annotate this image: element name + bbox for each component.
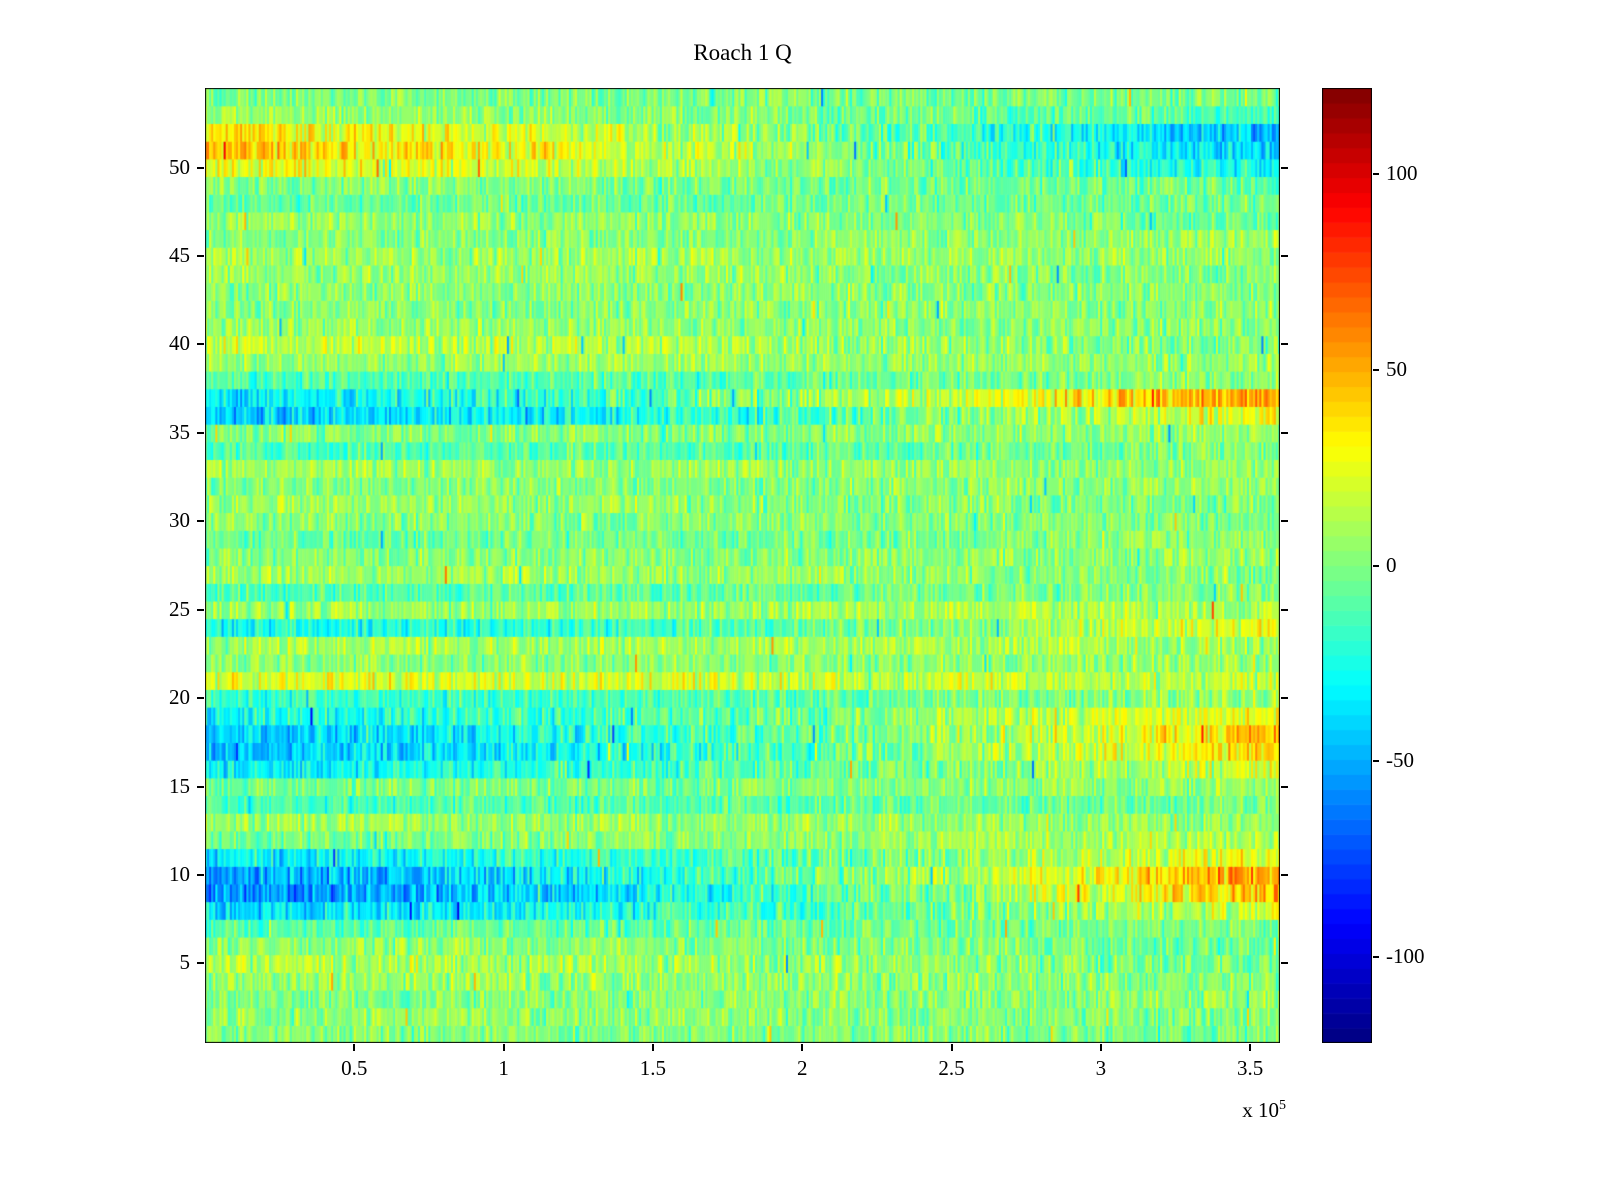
y-tick-mark-right <box>1281 343 1288 346</box>
colorbar-tick-label: -100 <box>1386 943 1425 968</box>
x-tick-mark <box>1249 1044 1252 1051</box>
y-tick-mark <box>197 962 204 965</box>
x-tick-mark <box>801 1044 804 1051</box>
x-tick-label: 2.5 <box>938 1056 965 1080</box>
x-tick-label: 3 <box>1095 1056 1107 1080</box>
x-tick-mark <box>950 1044 953 1051</box>
x-tick-label: 2 <box>796 1056 808 1080</box>
colorbar-canvas <box>1322 88 1372 1043</box>
y-tick-label: 20 <box>169 685 190 710</box>
y-tick-mark <box>197 520 204 523</box>
y-tick-mark <box>197 255 204 257</box>
x-tick-mark <box>651 1044 654 1051</box>
y-tick-mark <box>197 431 204 434</box>
x-axis-exponent-power: 5 <box>1279 1098 1286 1113</box>
y-tick-label: 10 <box>169 861 190 886</box>
x-tick-label: 3.5 <box>1237 1056 1264 1080</box>
y-tick-label: 15 <box>169 773 190 798</box>
chart-title: Roach 1 Q <box>693 40 792 65</box>
y-tick-mark-right <box>1281 166 1288 169</box>
y-tick-label: 25 <box>169 596 190 621</box>
x-tick-label: 1 <box>498 1056 509 1080</box>
y-tick-mark <box>197 608 204 611</box>
y-tick-mark-right <box>1281 785 1288 788</box>
y-tick-mark <box>197 873 204 876</box>
y-tick-label: 45 <box>169 243 190 267</box>
colorbar-tick-label: 0 <box>1386 552 1397 577</box>
heatmap-canvas <box>205 88 1280 1043</box>
x-tick-mark <box>1099 1044 1102 1051</box>
colorbar-tick-mark <box>1373 955 1379 958</box>
y-tick-mark-right <box>1281 431 1288 434</box>
colorbar-tick-label: 100 <box>1386 161 1418 186</box>
y-tick-mark <box>197 166 204 169</box>
x-axis-exponent: x 105 <box>1180 1098 1286 1123</box>
y-tick-mark-right <box>1281 962 1288 965</box>
y-tick-mark-right <box>1281 873 1288 876</box>
y-tick-mark <box>197 785 204 788</box>
colorbar-tick-label: 50 <box>1386 356 1407 381</box>
y-tick-mark-right <box>1281 255 1288 257</box>
y-tick-mark-right <box>1281 520 1288 523</box>
colorbar-tick-label: -50 <box>1386 748 1414 773</box>
y-tick-label: 5 <box>179 950 191 975</box>
y-tick-label: 40 <box>169 331 190 356</box>
y-tick-mark-right <box>1281 697 1288 700</box>
colorbar-tick-mark <box>1373 564 1379 567</box>
x-tick-label: 0.5 <box>341 1056 368 1080</box>
x-tick-label: 1.5 <box>639 1056 667 1080</box>
x-tick-mark <box>353 1044 356 1051</box>
y-tick-label: 35 <box>169 419 190 444</box>
colorbar-tick-mark <box>1373 760 1379 763</box>
colorbar-tick-mark <box>1373 173 1379 176</box>
y-tick-mark <box>197 697 204 700</box>
colorbar-tick-mark <box>1373 368 1379 371</box>
x-tick-mark <box>502 1044 505 1051</box>
y-tick-label: 30 <box>169 508 190 533</box>
y-tick-label: 50 <box>169 154 190 179</box>
y-tick-mark <box>197 343 204 346</box>
x-axis-exponent-prefix: x 10 <box>1242 1098 1279 1122</box>
y-tick-mark-right <box>1281 608 1288 611</box>
